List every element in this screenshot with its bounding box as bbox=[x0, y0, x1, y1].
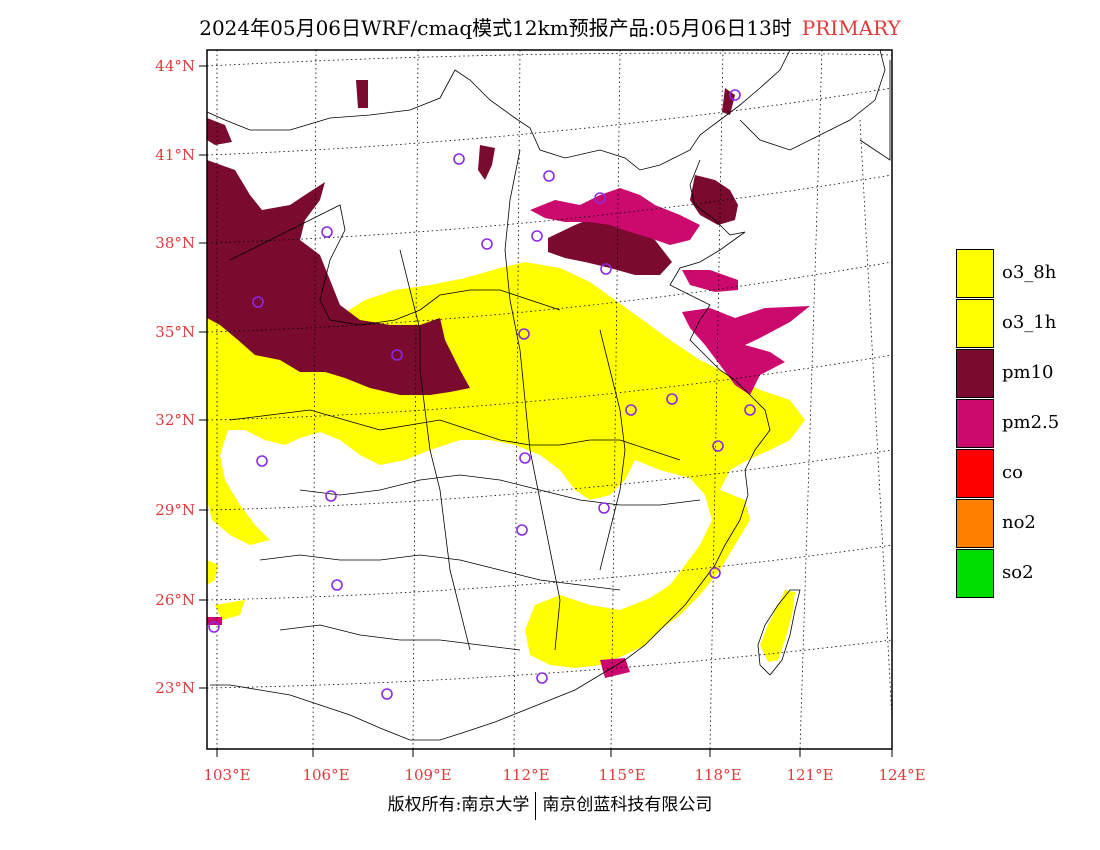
pm25-region-jiangsu bbox=[682, 306, 810, 395]
legend-item-o3-1h: o3_1h bbox=[956, 299, 1096, 349]
pollution-fields bbox=[207, 80, 810, 678]
pm10-region-nw2 bbox=[478, 145, 495, 180]
o3-region-sw bbox=[207, 560, 218, 585]
legend-swatch bbox=[956, 349, 994, 398]
copyright-right: 南京创蓝科技有限公司 bbox=[542, 795, 713, 815]
title-text: 2024年05月06日WRF/cmaq模式12km预报产品:05月06日13时 bbox=[199, 16, 792, 40]
lon-label: 115°E bbox=[598, 766, 645, 784]
lon-label: 121°E bbox=[786, 766, 833, 784]
legend-item-no2: no2 bbox=[956, 499, 1096, 549]
legend-item-so2: so2 bbox=[956, 549, 1096, 599]
legend-item-pm10: pm10 bbox=[956, 349, 1096, 399]
lat-label: 29°N bbox=[155, 501, 195, 519]
legend-label: so2 bbox=[1002, 562, 1034, 583]
legend-label: o3_1h bbox=[1002, 312, 1057, 333]
legend-item-co: co bbox=[956, 449, 1096, 499]
legend-label: pm2.5 bbox=[1002, 412, 1060, 433]
o3-region-sw2 bbox=[215, 600, 245, 620]
pm10-region-inner-mongolia bbox=[356, 80, 368, 108]
lon-label: 124°E bbox=[878, 766, 925, 784]
lon-label: 103°E bbox=[203, 766, 250, 784]
lat-label: 41°N bbox=[155, 146, 195, 164]
tick-marks bbox=[199, 65, 893, 757]
graticule bbox=[206, 49, 893, 750]
legend-swatch bbox=[956, 399, 994, 448]
pm10-region-north-china bbox=[548, 215, 672, 275]
legend-swatch bbox=[956, 299, 994, 348]
legend-item-pm25: pm2.5 bbox=[956, 399, 1096, 449]
legend-swatch bbox=[956, 499, 994, 548]
title-tag: PRIMARY bbox=[801, 16, 901, 40]
legend-swatch bbox=[956, 549, 994, 598]
o3-region-taiwan bbox=[760, 590, 795, 662]
legend-label: o3_8h bbox=[1002, 262, 1057, 283]
lon-label: 109°E bbox=[404, 766, 451, 784]
pm10-region-topleft bbox=[207, 118, 232, 145]
lon-labels: 103°E 106°E 109°E 112°E 115°E 118°E 121°… bbox=[203, 766, 925, 784]
pm25-region-shandong bbox=[682, 270, 738, 292]
station-markers bbox=[208, 89, 756, 700]
copyright-left: 版权所有:南京大学 bbox=[387, 795, 530, 815]
pm25-region-north bbox=[530, 188, 700, 245]
lon-label: 106°E bbox=[302, 766, 349, 784]
legend-swatch bbox=[956, 249, 994, 298]
lat-label: 44°N bbox=[155, 57, 195, 75]
lat-labels: 44°N 41°N 38°N 35°N 32°N 29°N 26°N 23°N bbox=[155, 57, 195, 697]
map-title: 2024年05月06日WRF/cmaq模式12km预报产品:05月06日13时 P… bbox=[0, 12, 1100, 41]
legend-item-o3-8h: o3_8h bbox=[956, 249, 1096, 299]
pm10-region-northwest bbox=[207, 160, 470, 395]
pollutant-legend: o3_8h o3_1h pm10 pm2.5 co no2 so2 bbox=[956, 249, 1096, 599]
lat-label: 32°N bbox=[155, 411, 195, 429]
lat-label: 26°N bbox=[155, 591, 195, 609]
legend-label: no2 bbox=[1002, 512, 1036, 533]
lat-label: 35°N bbox=[155, 323, 195, 341]
pm10-region-ne bbox=[722, 88, 735, 115]
pm10-region-beijing bbox=[690, 175, 738, 225]
lon-label: 118°E bbox=[694, 766, 741, 784]
lon-label: 112°E bbox=[502, 766, 549, 784]
copyright-footer: 版权所有:南京大学 南京创蓝科技有限公司 bbox=[0, 790, 1100, 820]
legend-swatch bbox=[956, 449, 994, 498]
lat-label: 23°N bbox=[155, 679, 195, 697]
boundary-lines bbox=[206, 49, 891, 741]
lat-label: 38°N bbox=[155, 234, 195, 252]
footer-separator bbox=[535, 791, 537, 820]
pm25-region-south bbox=[600, 658, 630, 678]
legend-label: pm10 bbox=[1002, 362, 1054, 383]
legend-label: co bbox=[1002, 462, 1023, 483]
